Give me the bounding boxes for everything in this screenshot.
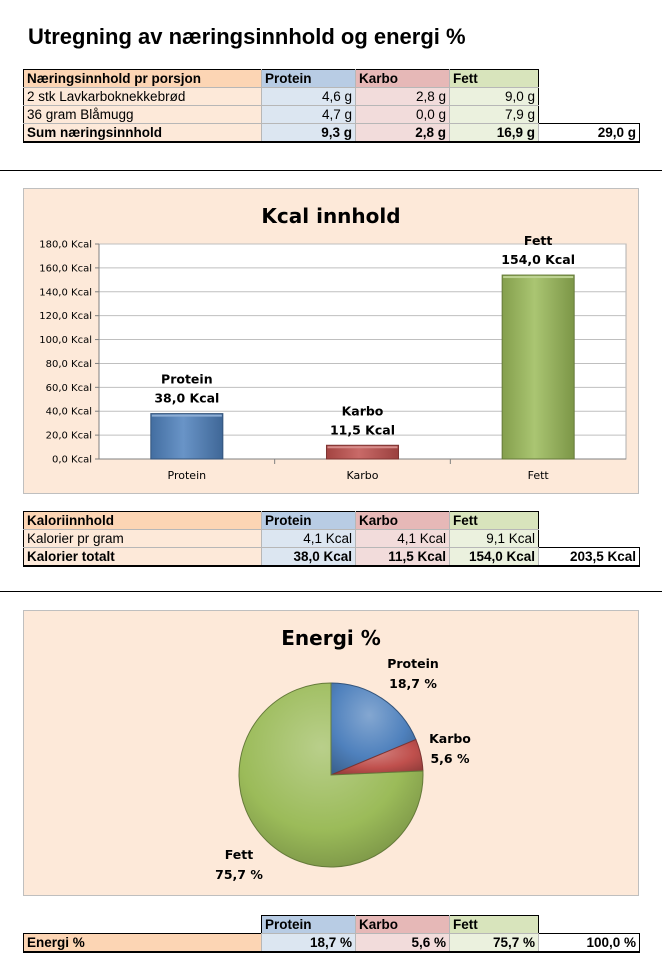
energy-total: 100,0 % [538,933,640,953]
slice-label-category: Fett [225,847,253,862]
slice-label-value: 5,6 % [430,751,469,766]
energy-fett: 75,7 % [449,933,539,953]
x-tick-label: Protein [168,469,207,482]
sum-protein: 9,3 g [261,123,356,143]
bar-top-fett [503,276,574,279]
sum-fett: 154,0 Kcal [449,547,539,567]
y-tick-label: 120,0 Kcal [39,311,92,322]
bar-top-protein [151,414,222,417]
kcal-bar-chart: 0,0 Kcal 20,0 Kcal 40,0 Kcal 60,0 Kcal 80,0 … [39,233,627,482]
energy-table: Protein Karbo Fett Energi % 18,7 % 5,6 %… [23,915,640,953]
data-label-value: 154,0 Kcal [501,252,575,267]
header-calorie-label: Kaloriinnhold [23,511,262,530]
energy-karbo: 5,6 % [355,933,450,953]
protein-value: 4,7 g [261,105,356,124]
nutrition-table: Næringsinnhold pr porsjon Protein Karbo … [23,69,640,143]
energy-pie-chart: Protein 18,7 % Karbo 5,6 % Fett 75,7 % [215,656,471,882]
y-tick-label: 160,0 Kcal [39,263,92,274]
data-label-value: 38,0 Kcal [154,391,219,406]
sum-karbo: 11,5 Kcal [355,547,450,567]
y-tick-label: 180,0 Kcal [39,240,92,251]
sum-label: Sum næringsinnhold [23,123,262,143]
energy-protein: 18,7 % [261,933,356,953]
bar-protein [150,413,224,460]
x-tick-label: Karbo [347,469,379,482]
energy-label: Energi % [23,933,262,953]
energy-row: Energi % 18,7 % 5,6 % 75,7 % 100,0 % [23,933,640,953]
fett-value: 7,9 g [449,105,539,124]
sum-protein: 38,0 Kcal [261,547,356,567]
table-row: Kalorier pr gram 4,1 Kcal 4,1 Kcal 9,1 K… [23,529,640,548]
pie-slice-fett [238,682,424,868]
row-label: 2 stk Lavkarboknekkebrød [23,87,262,106]
header-nutrition-label: Næringsinnhold pr porsjon [23,69,262,88]
table-row: 36 gram Blåmugg 4,7 g 0,0 g 7,9 g [23,105,640,124]
data-label-category: Protein [161,372,213,387]
header-karbo: Karbo [355,69,450,88]
row-label: 36 gram Blåmugg [23,105,262,124]
row-label: Kalorier pr gram [23,529,262,548]
header-fett: Fett [449,511,539,530]
pie-slice-protein [330,682,417,776]
protein-value: 4,6 g [261,87,356,106]
table-header-row: Kaloriinnhold Protein Karbo Fett [23,511,640,530]
header-protein: Protein [261,511,356,530]
sum-row: Sum næringsinnhold 9,3 g 2,8 g 16,9 g 29… [23,123,640,143]
sum-fett: 16,9 g [449,123,539,143]
slice-label-value: 75,7 % [215,867,263,882]
y-tick-label: 60,0 Kcal [46,383,92,394]
y-tick-label: 20,0 Kcal [46,431,92,442]
sum-row: Kalorier totalt 38,0 Kcal 11,5 Kcal 154,… [23,547,640,567]
data-label-category: Karbo [342,403,384,418]
pie-chart-title: Energi % [281,626,381,650]
slice-label-category: Karbo [429,731,471,746]
section-divider [0,591,662,592]
bar-karbo [325,444,400,460]
sum-total: 203,5 Kcal [538,547,640,567]
y-tick-label: 0,0 Kcal [52,455,92,466]
karbo-value: 4,1 Kcal [355,529,450,548]
bar-fett [501,274,575,460]
bar-chart-title: Kcal innhold [261,204,401,228]
header-protein: Protein [261,69,356,88]
fett-value: 9,1 Kcal [449,529,539,548]
calorie-table: Kaloriinnhold Protein Karbo Fett Kalorie… [23,511,640,567]
slice-label-category: Protein [387,656,439,671]
y-tick-label: 140,0 Kcal [39,287,92,298]
data-label-category: Fett [524,233,552,248]
table-header-row: Protein Karbo Fett [24,915,640,934]
bar-top-karbo [327,446,398,449]
header-karbo: Karbo [355,511,450,530]
header-fett: Fett [449,69,539,88]
table-header-row: Næringsinnhold pr porsjon Protein Karbo … [23,69,640,88]
kcal-chart-panel: Kcal innhold 0,0 Kcal 20,0 Kcal 40,0 Kcal 6… [23,188,639,494]
sum-total: 29,0 g [538,123,640,143]
energy-chart-panel: Energi % Protein 18,7 % Karbo 5,6 % Fett 75,7… [23,610,639,896]
data-label-value: 11,5 Kcal [330,422,395,437]
sum-label: Kalorier totalt [23,547,262,567]
y-tick-label: 100,0 Kcal [39,335,92,346]
header-fett: Fett [449,915,539,934]
header-protein: Protein [261,915,356,934]
sum-karbo: 2,8 g [355,123,450,143]
header-karbo: Karbo [355,915,450,934]
table-row: 2 stk Lavkarboknekkebrød 4,6 g 2,8 g 9,0… [23,87,640,106]
section-divider [0,170,662,171]
page-title: Utregning av næringsinnhold og energi % [28,24,466,49]
y-tick-label: 40,0 Kcal [46,407,92,418]
y-tick-label: 80,0 Kcal [46,359,92,370]
slice-label-value: 18,7 % [389,676,437,691]
karbo-value: 0,0 g [355,105,450,124]
karbo-value: 2,8 g [355,87,450,106]
x-tick-label: Fett [528,469,550,482]
protein-value: 4,1 Kcal [261,529,356,548]
fett-value: 9,0 g [449,87,539,106]
